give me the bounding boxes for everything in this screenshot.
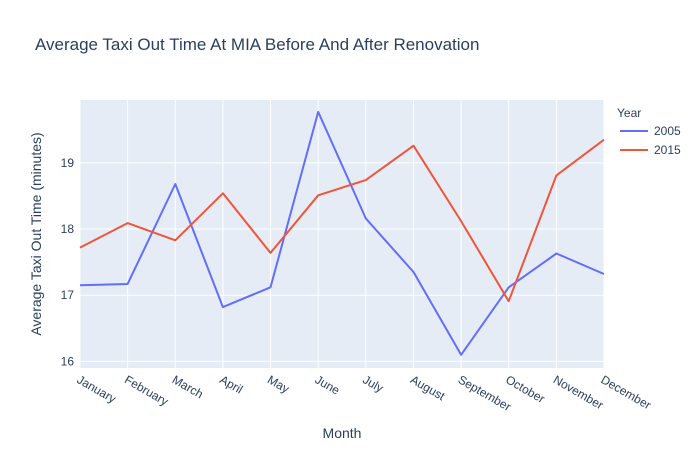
x-tick-label: June xyxy=(313,372,343,397)
x-tick-label: November xyxy=(551,372,606,412)
legend[interactable]: Year 2005 2015 xyxy=(617,106,681,157)
x-tick-label: July xyxy=(360,372,385,395)
x-tick-label: August xyxy=(408,372,448,403)
x-tick-labels: January February March April May June July Augu… xyxy=(75,372,654,413)
x-tick-label: February xyxy=(122,372,171,408)
y-tick-labels: 16 17 18 19 xyxy=(61,156,75,369)
x-axis-label: Month xyxy=(323,425,362,441)
x-tick-label: March xyxy=(170,372,206,401)
legend-title: Year xyxy=(617,106,641,120)
y-axis-label: Average Taxi Out Time (minutes) xyxy=(28,132,44,335)
y-tick-label: 16 xyxy=(61,354,75,368)
x-tick-label: December xyxy=(599,372,654,412)
series-line-2015 xyxy=(79,138,605,303)
x-tick-label: April xyxy=(217,372,245,396)
x-tick-label: September xyxy=(456,372,514,413)
x-tick-label: May xyxy=(265,372,292,395)
x-tick-label: January xyxy=(75,372,119,405)
gridlines xyxy=(79,100,605,368)
y-tick-label: 17 xyxy=(61,288,75,302)
y-tick-label: 18 xyxy=(61,222,75,236)
series-lines xyxy=(79,110,605,356)
plot-background xyxy=(80,100,604,368)
y-tick-label: 19 xyxy=(61,156,75,170)
legend-label-2015[interactable]: 2015 xyxy=(654,143,681,157)
chart-title: Average Taxi Out Time At MIA Before And … xyxy=(35,35,479,54)
legend-label-2005[interactable]: 2005 xyxy=(654,124,681,138)
